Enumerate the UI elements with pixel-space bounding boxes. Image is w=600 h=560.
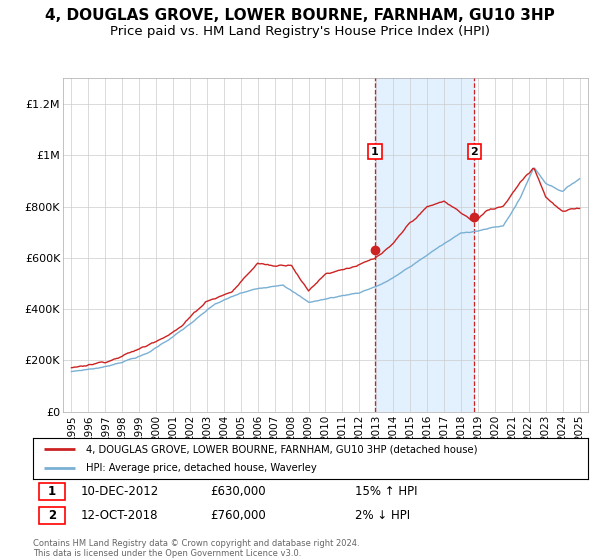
Text: 15% ↑ HPI: 15% ↑ HPI <box>355 486 418 498</box>
Text: 2: 2 <box>48 509 56 522</box>
Text: HPI: Average price, detached house, Waverley: HPI: Average price, detached house, Wave… <box>86 463 316 473</box>
FancyBboxPatch shape <box>38 483 65 501</box>
Text: £630,000: £630,000 <box>211 486 266 498</box>
FancyBboxPatch shape <box>38 507 65 524</box>
Text: 12-OCT-2018: 12-OCT-2018 <box>80 509 158 522</box>
Text: £760,000: £760,000 <box>211 509 266 522</box>
Text: 10-DEC-2012: 10-DEC-2012 <box>80 486 158 498</box>
Text: 4, DOUGLAS GROVE, LOWER BOURNE, FARNHAM, GU10 3HP (detached house): 4, DOUGLAS GROVE, LOWER BOURNE, FARNHAM,… <box>86 445 477 454</box>
Text: 2% ↓ HPI: 2% ↓ HPI <box>355 509 410 522</box>
Text: Contains HM Land Registry data © Crown copyright and database right 2024.
This d: Contains HM Land Registry data © Crown c… <box>33 539 359 558</box>
Text: 4, DOUGLAS GROVE, LOWER BOURNE, FARNHAM, GU10 3HP: 4, DOUGLAS GROVE, LOWER BOURNE, FARNHAM,… <box>45 8 555 24</box>
Text: 1: 1 <box>371 147 379 157</box>
Text: 2: 2 <box>470 147 478 157</box>
Bar <box>375 78 475 412</box>
Text: Price paid vs. HM Land Registry's House Price Index (HPI): Price paid vs. HM Land Registry's House … <box>110 25 490 38</box>
Text: 1: 1 <box>48 486 56 498</box>
